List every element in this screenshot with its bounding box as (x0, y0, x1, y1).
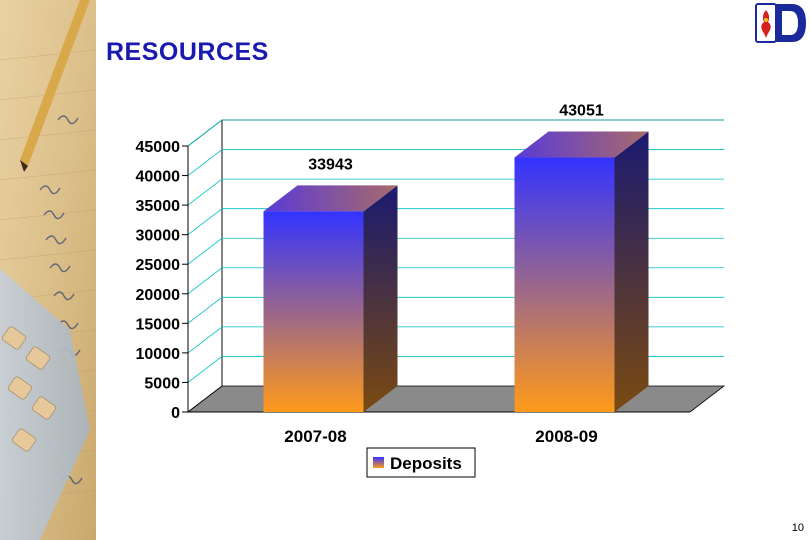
bar-side-face-1 (614, 131, 649, 412)
company-logo (754, 2, 808, 44)
page-number: 10 (791, 522, 804, 534)
bar-side-face-0 (363, 185, 398, 412)
bar-2008-09 (514, 131, 649, 412)
y-tick-label-8: 40000 (136, 169, 181, 186)
gridline-side-7 (187, 178, 223, 206)
slide-title: RESOURCES (106, 38, 269, 66)
y-tick-label-5: 25000 (136, 257, 181, 274)
y-tick-label-9: 45000 (136, 139, 181, 156)
gridline-side-9 (187, 119, 223, 147)
legend-box (366, 447, 476, 478)
legend-entry-label: Deposits (390, 454, 462, 473)
y-tick-label-7: 35000 (136, 198, 181, 215)
y-tick-label-0: 0 (171, 405, 180, 422)
x-category-label-1: 2008-09 (535, 427, 597, 446)
bar-front-face-0 (263, 211, 364, 412)
side-wall (187, 119, 223, 413)
y-axis-tick-labels: 0 5000 10000 15000 20000 25000 30000 35000 40000… (136, 139, 188, 422)
data-label-0: 33943 (308, 156, 353, 173)
gridline-side-2 (187, 326, 223, 354)
y-tick-label-2: 10000 (136, 346, 181, 363)
bar-front-face-1 (514, 157, 615, 412)
gridline-side-4 (187, 267, 223, 295)
bar-top-face-0 (263, 185, 398, 212)
y-tick-label-4: 20000 (136, 287, 181, 304)
bar-2007-08 (263, 185, 398, 412)
chart-bars (263, 131, 649, 412)
gridline-side-6 (187, 208, 223, 235)
y-tick-label-6: 30000 (136, 228, 181, 245)
x-category-label-0: 2007-08 (284, 427, 346, 446)
gridline-side-5 (187, 237, 223, 265)
y-tick-label-1: 5000 (144, 375, 180, 392)
bar-top-face-1 (514, 131, 649, 158)
gridline-side-1 (187, 356, 223, 383)
x-axis-category-labels: 2007-08 2008-09 (284, 427, 597, 446)
gridline-side-8 (187, 149, 223, 176)
data-label-1: 43051 (559, 103, 604, 120)
side-decorative-photo (0, 0, 96, 540)
gridline-side-3 (187, 297, 223, 324)
ledger-photo-image (0, 0, 96, 540)
logo-emblem-icon (755, 3, 806, 43)
chart-data-labels: 33943 43051 (308, 103, 604, 174)
y-tick-label-3: 15000 (136, 316, 181, 333)
legend-swatch (373, 457, 384, 468)
chart-legend: Deposits (366, 447, 476, 478)
